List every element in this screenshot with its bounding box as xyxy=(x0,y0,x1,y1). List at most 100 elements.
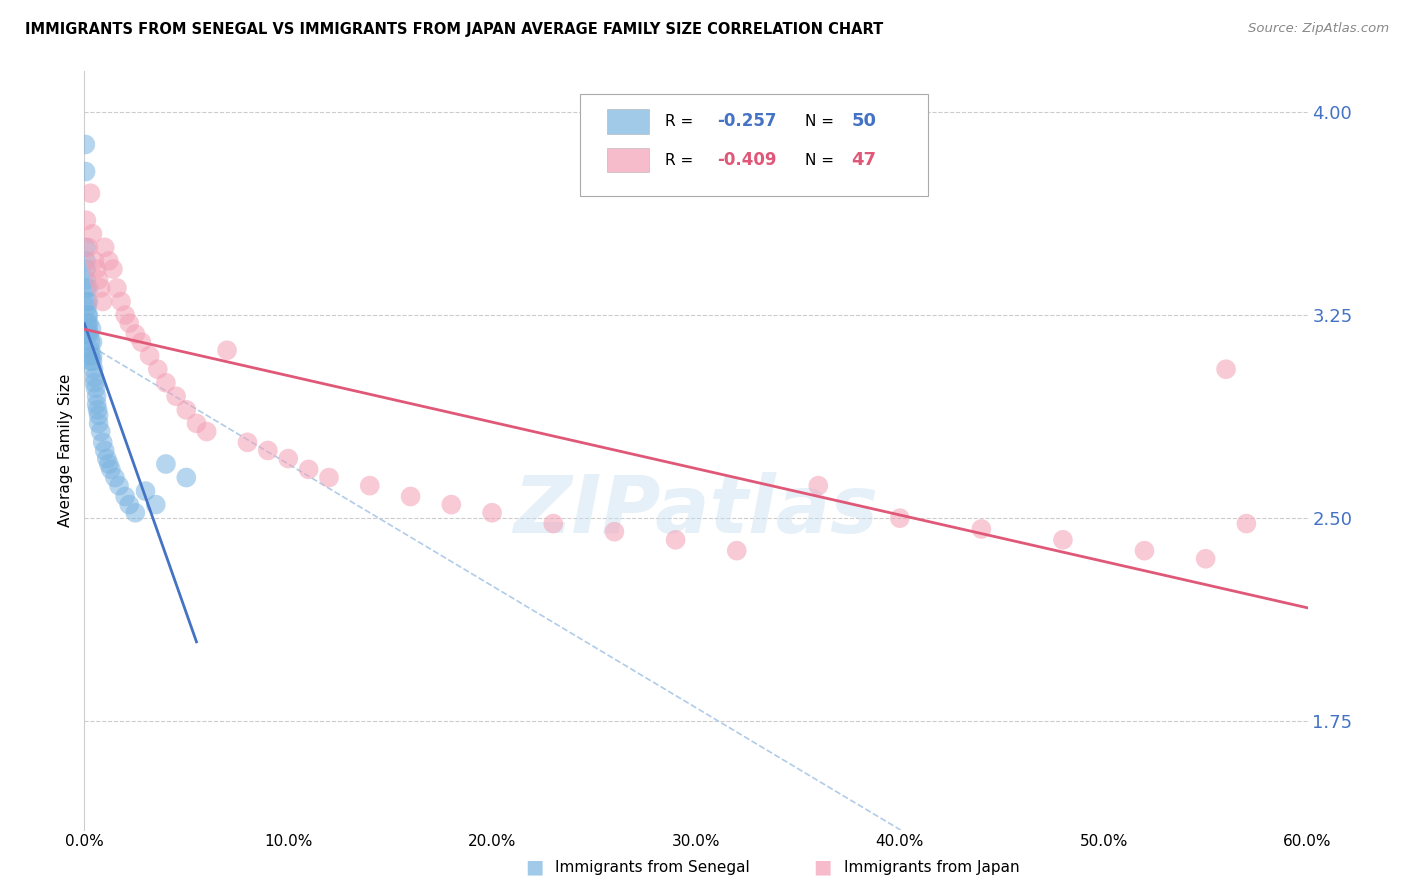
FancyBboxPatch shape xyxy=(606,110,650,134)
Point xyxy=(77,294,100,309)
Point xyxy=(236,435,259,450)
Point xyxy=(82,335,104,350)
Text: IMMIGRANTS FROM SENEGAL VS IMMIGRANTS FROM JAPAN AVERAGE FAMILY SIZE CORRELATION: IMMIGRANTS FROM SENEGAL VS IMMIGRANTS FR… xyxy=(25,22,883,37)
Point xyxy=(277,451,299,466)
Point xyxy=(86,402,108,417)
Point xyxy=(76,308,98,322)
Y-axis label: Average Family Size: Average Family Size xyxy=(58,374,73,527)
Point xyxy=(97,457,120,471)
Text: R =: R = xyxy=(665,153,699,168)
Point xyxy=(440,498,463,512)
Point xyxy=(131,335,153,350)
Point xyxy=(79,186,101,201)
Point xyxy=(146,362,169,376)
Point xyxy=(481,506,503,520)
Point xyxy=(603,524,626,539)
Point xyxy=(318,470,340,484)
Point xyxy=(96,451,118,466)
Point xyxy=(83,370,105,384)
Point xyxy=(101,262,124,277)
Point xyxy=(110,294,132,309)
Text: Source: ZipAtlas.com: Source: ZipAtlas.com xyxy=(1249,22,1389,36)
Point xyxy=(80,321,103,335)
Point xyxy=(1236,516,1258,531)
Text: -0.257: -0.257 xyxy=(717,112,776,130)
Text: 47: 47 xyxy=(851,151,876,169)
Point xyxy=(75,213,97,227)
Point xyxy=(75,164,97,178)
Point xyxy=(100,462,122,476)
Point xyxy=(257,443,280,458)
Point xyxy=(155,457,177,471)
Point xyxy=(76,316,98,330)
Text: 50: 50 xyxy=(851,112,876,130)
Point xyxy=(1133,543,1156,558)
Point xyxy=(165,389,187,403)
Point xyxy=(195,425,218,439)
Point xyxy=(665,533,688,547)
Point xyxy=(77,281,100,295)
Point xyxy=(91,294,114,309)
Point xyxy=(97,254,120,268)
Point xyxy=(725,543,748,558)
Point xyxy=(1052,533,1074,547)
Point xyxy=(135,484,157,499)
Point xyxy=(77,240,100,254)
Point xyxy=(118,316,141,330)
Point xyxy=(889,511,911,525)
Point xyxy=(75,281,97,295)
Point xyxy=(108,478,131,492)
Point xyxy=(83,362,105,376)
Point xyxy=(174,470,197,484)
Point xyxy=(90,425,112,439)
Point xyxy=(104,470,127,484)
Point xyxy=(87,417,110,431)
Text: ■: ■ xyxy=(813,857,832,877)
Point xyxy=(93,443,115,458)
Point xyxy=(76,294,98,309)
Text: ■: ■ xyxy=(524,857,544,877)
Point xyxy=(82,349,104,363)
Point xyxy=(186,417,208,431)
Point xyxy=(807,478,830,492)
Text: -0.409: -0.409 xyxy=(717,151,776,169)
FancyBboxPatch shape xyxy=(606,148,650,172)
Point xyxy=(86,397,108,411)
Text: N =: N = xyxy=(804,114,839,129)
Text: R =: R = xyxy=(665,114,699,129)
Point xyxy=(77,316,100,330)
Point xyxy=(76,326,98,341)
Point xyxy=(76,300,98,314)
Point xyxy=(80,354,103,368)
Point xyxy=(1195,551,1218,566)
Point xyxy=(79,335,101,350)
Text: N =: N = xyxy=(804,153,839,168)
Point xyxy=(359,478,381,492)
Point xyxy=(75,254,97,268)
Point xyxy=(124,326,146,341)
Point xyxy=(145,498,167,512)
Point xyxy=(114,308,136,322)
Point xyxy=(82,227,104,241)
FancyBboxPatch shape xyxy=(579,95,928,196)
Point xyxy=(105,281,128,295)
Point xyxy=(138,349,160,363)
Point xyxy=(1215,362,1237,376)
Point xyxy=(114,490,136,504)
Point xyxy=(298,462,321,476)
Point xyxy=(77,308,100,322)
Point xyxy=(91,435,114,450)
Point xyxy=(75,262,97,277)
Text: Immigrants from Senegal: Immigrants from Senegal xyxy=(555,860,751,874)
Point xyxy=(217,343,239,358)
Point xyxy=(174,402,197,417)
Text: ZIPatlas: ZIPatlas xyxy=(513,472,879,550)
Point xyxy=(118,498,141,512)
Point xyxy=(399,490,422,504)
Text: Immigrants from Japan: Immigrants from Japan xyxy=(844,860,1019,874)
Point xyxy=(76,321,98,335)
Point xyxy=(75,137,97,152)
Point xyxy=(83,254,105,268)
Point xyxy=(79,349,101,363)
Point xyxy=(83,376,105,390)
